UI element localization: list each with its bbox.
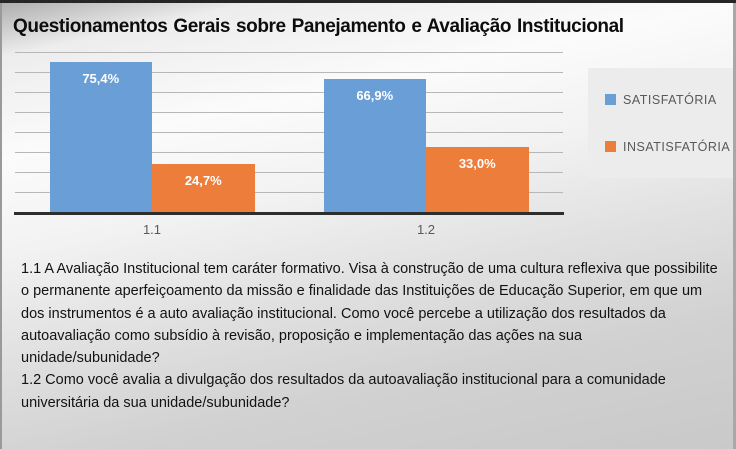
legend-item-satisfatória: SATISFATÓRIA — [605, 93, 729, 107]
bar-1.2-satisfatória: 66,9% — [323, 79, 426, 213]
gridline — [15, 52, 563, 53]
chart-title: Questionamentos Gerais sobre Panejamento… — [13, 16, 624, 37]
bar-value-label: 66,9% — [356, 88, 394, 104]
question-notes: 1.1 A Avaliação Institucional tem caráte… — [21, 258, 720, 414]
question-1-1: 1.1 A Avaliação Institucional tem caráte… — [21, 261, 718, 367]
x-axis-label-1.1: 1.1 — [142, 222, 162, 237]
legend-swatch-icon — [605, 94, 616, 105]
bar-value-label: 75,4% — [82, 71, 120, 87]
x-axis-line — [14, 212, 564, 215]
gridline — [15, 72, 563, 73]
bar-value-label: 24,7% — [184, 172, 222, 188]
gridline — [15, 192, 563, 193]
x-axis-labels: 1.1 1.2 — [15, 222, 563, 237]
bar-group-1.2: 66,9% 33,0% — [323, 53, 529, 213]
question-1-2: 1.2 Como você avalia a divulgação dos re… — [21, 372, 666, 411]
category-cell-1.2: 66,9% 33,0% — [289, 53, 563, 213]
bar-value-label: 33,0% — [458, 156, 496, 171]
chart-legend: SATISFATÓRIA INSATISFATÓRIA — [588, 68, 733, 178]
gridline — [15, 112, 563, 113]
gridline — [15, 132, 563, 133]
bar-1.1-insatisfatória: 24,7% — [152, 163, 255, 213]
legend-item-insatisfatória: INSATISFATÓRIA — [605, 139, 731, 154]
gridline — [15, 92, 563, 93]
category-cell-1.1: 75,4% 24,7% — [15, 53, 289, 213]
gridline — [15, 172, 563, 173]
bar-1.2-insatisfatória: 33,0% — [426, 147, 529, 213]
bar-chart: 75,4% 24,7% 66,9% 33,0% — [14, 52, 564, 215]
bar-1.1-satisfatória: 75,4% — [49, 62, 152, 213]
legend-label: INSATISFATÓRIA — [623, 139, 731, 154]
bar-groups: 75,4% 24,7% 66,9% 33,0% — [15, 53, 563, 213]
x-axis-label-1.2: 1.2 — [416, 222, 436, 237]
gridline — [15, 152, 563, 153]
legend-swatch-icon — [605, 141, 616, 152]
plot-area: 75,4% 24,7% 66,9% 33,0% — [15, 52, 563, 213]
legend-label: SATISFATÓRIA — [623, 92, 717, 107]
bar-group-1.1: 75,4% 24,7% — [49, 53, 255, 213]
